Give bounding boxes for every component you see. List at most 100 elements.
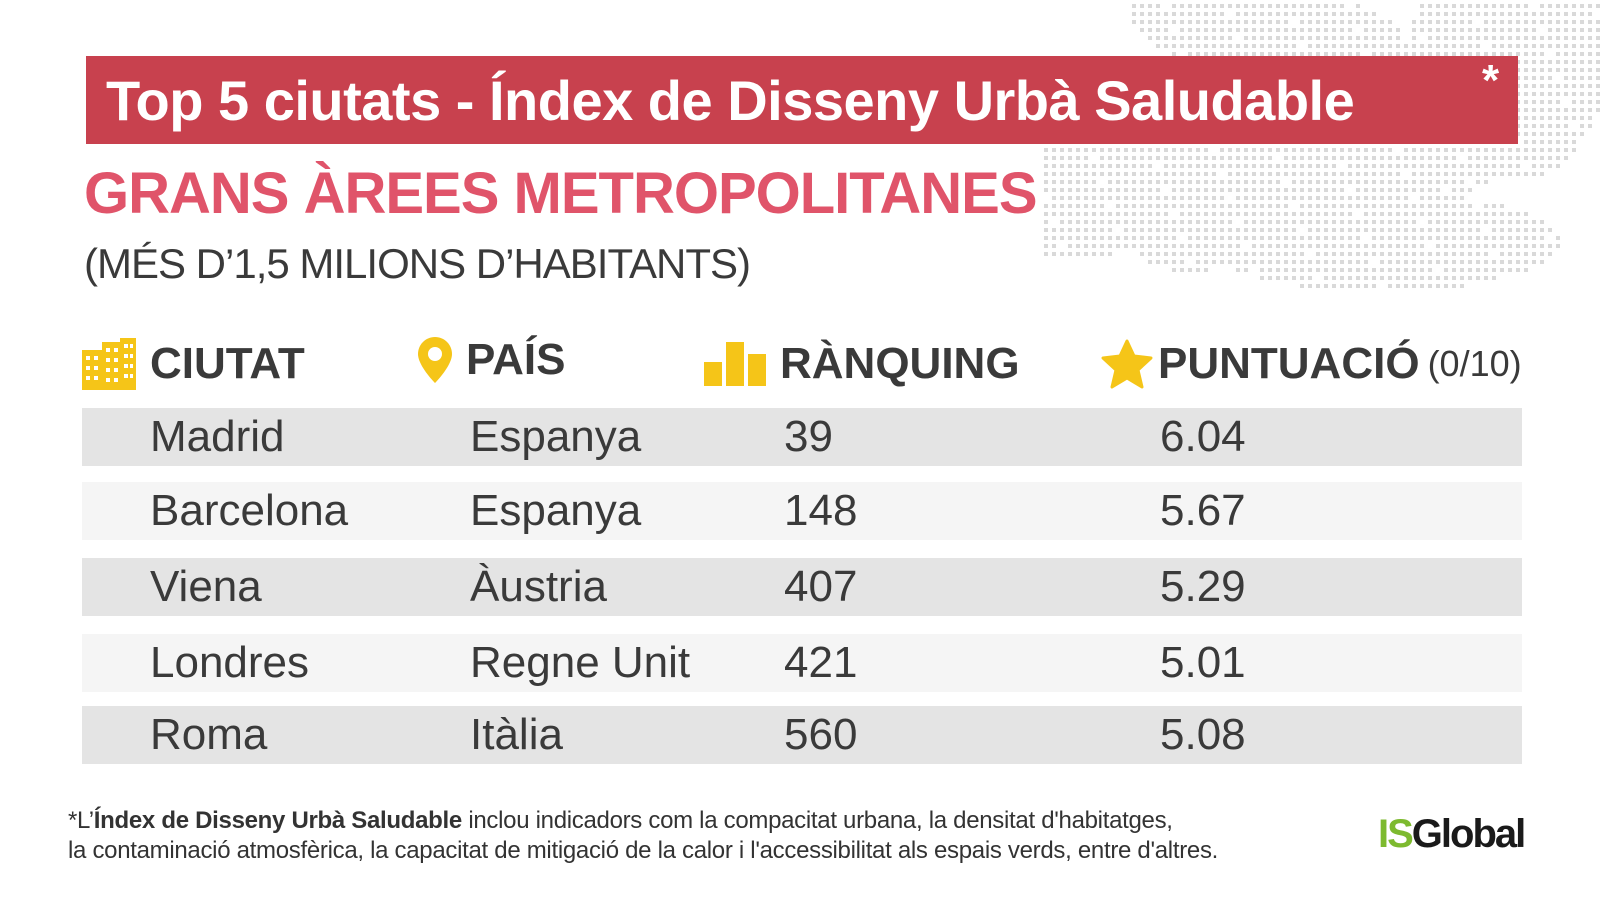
map-dot: [1468, 188, 1472, 192]
map-dot: [1132, 180, 1136, 184]
map-dot: [1260, 52, 1264, 56]
map-dot: [1276, 12, 1280, 16]
map-dot: [1444, 268, 1448, 272]
map-dot: [1556, 148, 1560, 152]
dotted-map-decoration: [1044, 4, 1600, 288]
cell-country: Àustria: [470, 562, 607, 611]
map-dot: [1276, 260, 1280, 264]
map-dot: [1324, 276, 1328, 280]
map-dot: [1388, 276, 1392, 280]
map-dot: [1468, 44, 1472, 48]
map-dot: [1564, 140, 1568, 144]
map-dot: [1340, 284, 1344, 288]
map-dot: [1308, 212, 1312, 216]
map-dot: [1244, 28, 1248, 32]
map-dot: [1292, 44, 1296, 48]
map-dot: [1516, 252, 1520, 256]
map-dot: [1300, 236, 1304, 240]
map-dot: [1388, 196, 1392, 200]
map-dot: [1340, 276, 1344, 280]
map-dot: [1380, 236, 1384, 240]
map-dot: [1244, 148, 1248, 152]
map-dot: [1268, 276, 1272, 280]
map-dot: [1196, 196, 1200, 200]
bar-chart-icon: [704, 342, 766, 386]
map-dot: [1244, 228, 1248, 232]
cell-rank: 560: [784, 710, 858, 759]
map-dot: [1300, 180, 1304, 184]
map-dot: [1180, 212, 1184, 216]
map-dot: [1500, 44, 1504, 48]
map-dot: [1580, 4, 1584, 8]
map-dot: [1044, 204, 1048, 208]
map-dot: [1316, 172, 1320, 176]
map-dot: [1348, 12, 1352, 16]
map-dot: [1412, 260, 1416, 264]
map-dot: [1324, 268, 1328, 272]
map-dot: [1084, 228, 1088, 232]
map-dot: [1260, 252, 1264, 256]
map-dot: [1316, 204, 1320, 208]
map-dot: [1596, 100, 1600, 104]
map-dot: [1532, 68, 1536, 72]
map-dot: [1428, 204, 1432, 208]
map-dot: [1236, 236, 1240, 240]
map-dot: [1076, 244, 1080, 248]
map-dot: [1556, 140, 1560, 144]
cell-score: 6.04: [1160, 412, 1246, 461]
map-dot: [1204, 52, 1208, 56]
map-dot: [1364, 12, 1368, 16]
map-dot: [1164, 228, 1168, 232]
map-dot: [1460, 180, 1464, 184]
map-dot: [1572, 100, 1576, 104]
map-dot: [1388, 148, 1392, 152]
map-dot: [1516, 172, 1520, 176]
map-dot: [1548, 12, 1552, 16]
map-dot: [1388, 36, 1392, 40]
map-dot: [1548, 60, 1552, 64]
map-dot: [1380, 44, 1384, 48]
map-dot: [1428, 164, 1432, 168]
map-dot: [1100, 244, 1104, 248]
map-dot: [1484, 268, 1488, 272]
map-dot: [1324, 156, 1328, 160]
map-dot: [1380, 268, 1384, 272]
map-dot: [1044, 244, 1048, 248]
map-dot: [1060, 252, 1064, 256]
map-dot: [1332, 36, 1336, 40]
map-dot: [1212, 260, 1216, 264]
map-dot: [1428, 148, 1432, 152]
map-dot: [1548, 140, 1552, 144]
map-dot: [1316, 188, 1320, 192]
map-dot: [1516, 108, 1520, 112]
map-dot: [1412, 164, 1416, 168]
map-dot: [1492, 260, 1496, 264]
map-dot: [1532, 108, 1536, 112]
map-dot: [1532, 132, 1536, 136]
map-dot: [1324, 148, 1328, 152]
map-dot: [1204, 260, 1208, 264]
map-dot: [1116, 156, 1120, 160]
map-dot: [1564, 76, 1568, 80]
map-dot: [1492, 204, 1496, 208]
map-dot: [1468, 220, 1472, 224]
map-dot: [1244, 260, 1248, 264]
map-dot: [1308, 236, 1312, 240]
map-dot: [1572, 4, 1576, 8]
map-dot: [1356, 260, 1360, 264]
map-dot: [1444, 236, 1448, 240]
map-dot: [1428, 212, 1432, 216]
map-dot: [1476, 156, 1480, 160]
map-dot: [1364, 260, 1368, 264]
map-dot: [1412, 284, 1416, 288]
map-dot: [1444, 196, 1448, 200]
map-dot: [1364, 36, 1368, 40]
map-dot: [1188, 156, 1192, 160]
map-dot: [1116, 244, 1120, 248]
map-dot: [1476, 212, 1480, 216]
map-dot: [1092, 244, 1096, 248]
map-dot: [1356, 52, 1360, 56]
map-dot: [1588, 36, 1592, 40]
map-dot: [1540, 44, 1544, 48]
map-dot: [1492, 36, 1496, 40]
